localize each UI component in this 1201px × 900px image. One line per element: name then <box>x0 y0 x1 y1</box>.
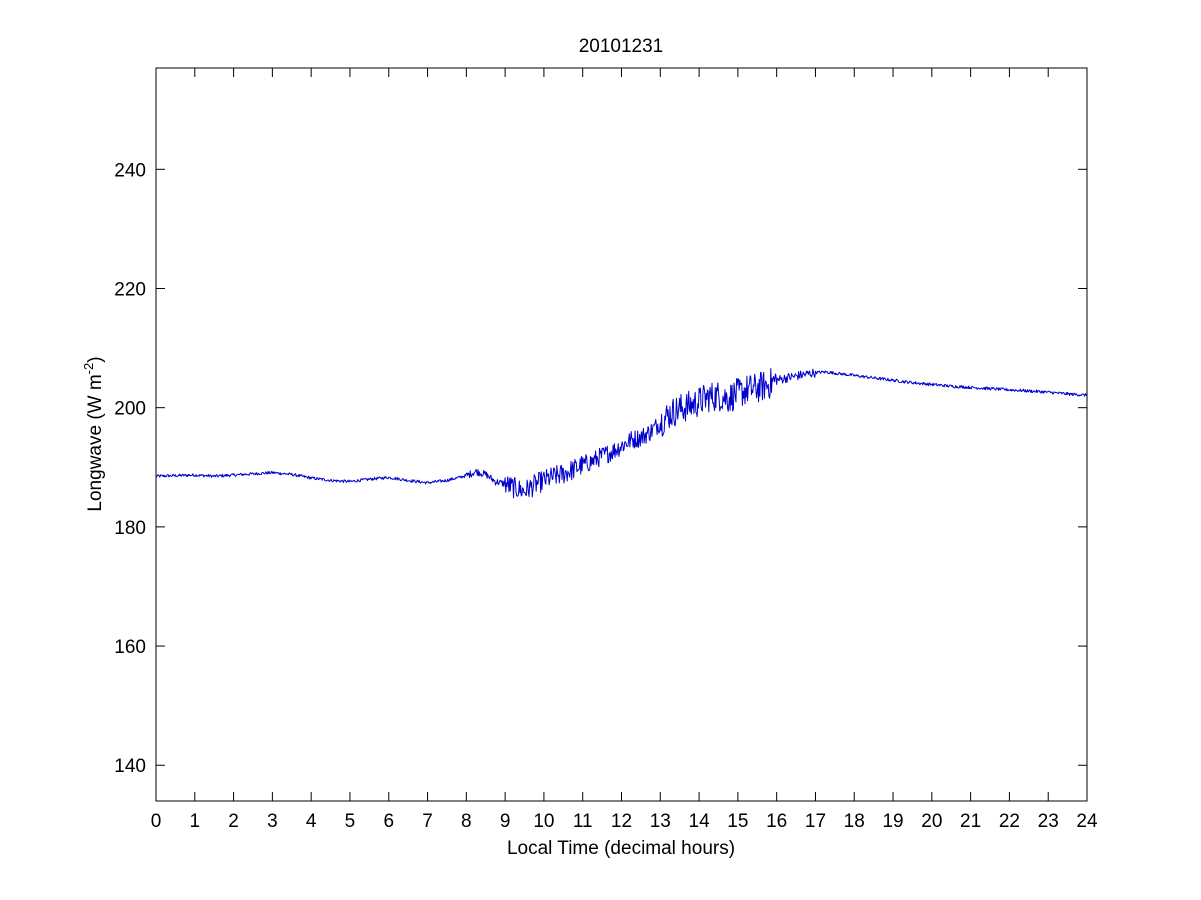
x-tick-label: 24 <box>1076 811 1098 832</box>
x-axis-ticks: 0 1 2 3 4 5 6 7 8 9 10 11 12 13 14 15 16 17 18 19 20 21 22 23 24 <box>151 68 1098 832</box>
x-tick-label: 7 <box>422 811 433 832</box>
x-tick-label: 1 <box>190 811 201 832</box>
chart-title: 20101231 <box>579 36 664 57</box>
series-layer <box>155 367 1088 499</box>
y-tick-label: 220 <box>114 279 146 300</box>
x-tick-label: 8 <box>461 811 472 832</box>
x-tick-label: 10 <box>533 811 554 832</box>
x-tick-label: 11 <box>573 811 593 832</box>
x-tick-label: 12 <box>611 811 632 832</box>
x-tick-label: 13 <box>650 811 671 832</box>
y-axis-label: Longwave (W m-2) <box>81 356 106 511</box>
x-tick-label: 18 <box>844 811 865 832</box>
y-axis-label-main: Longwave (W m <box>85 374 106 511</box>
x-tick-label: 22 <box>999 811 1020 832</box>
x-tick-label: 20 <box>921 811 942 832</box>
x-tick-label: 9 <box>500 811 511 832</box>
y-axis-ticks: 140 160 180 200 220 240 <box>114 160 1087 777</box>
x-tick-label: 19 <box>882 811 903 832</box>
y-tick-label: 180 <box>114 518 146 539</box>
y-tick-label: 160 <box>114 637 146 658</box>
x-tick-label: 6 <box>383 811 394 832</box>
x-tick-label: 2 <box>228 811 239 832</box>
y-tick-label: 140 <box>114 756 146 777</box>
x-tick-label: 14 <box>689 811 711 832</box>
plot-area <box>155 67 1088 802</box>
x-tick-label: 16 <box>766 811 787 832</box>
y-tick-label: 240 <box>114 160 146 181</box>
y-axis-label-superscript: -2 <box>81 363 96 375</box>
y-tick-label: 200 <box>114 399 146 420</box>
x-tick-label: 15 <box>727 811 748 832</box>
x-axis-label: Local Time (decimal hours) <box>507 838 735 859</box>
x-tick-label: 4 <box>306 811 317 832</box>
x-tick-label: 3 <box>267 811 278 832</box>
x-tick-label: 0 <box>151 811 162 832</box>
x-tick-label: 21 <box>960 811 981 832</box>
x-tick-label: 5 <box>345 811 356 832</box>
series-line-0 <box>155 367 1088 499</box>
x-tick-label: 23 <box>1038 811 1059 832</box>
x-tick-label: 17 <box>805 811 826 832</box>
y-axis-label-close: ) <box>85 356 106 362</box>
